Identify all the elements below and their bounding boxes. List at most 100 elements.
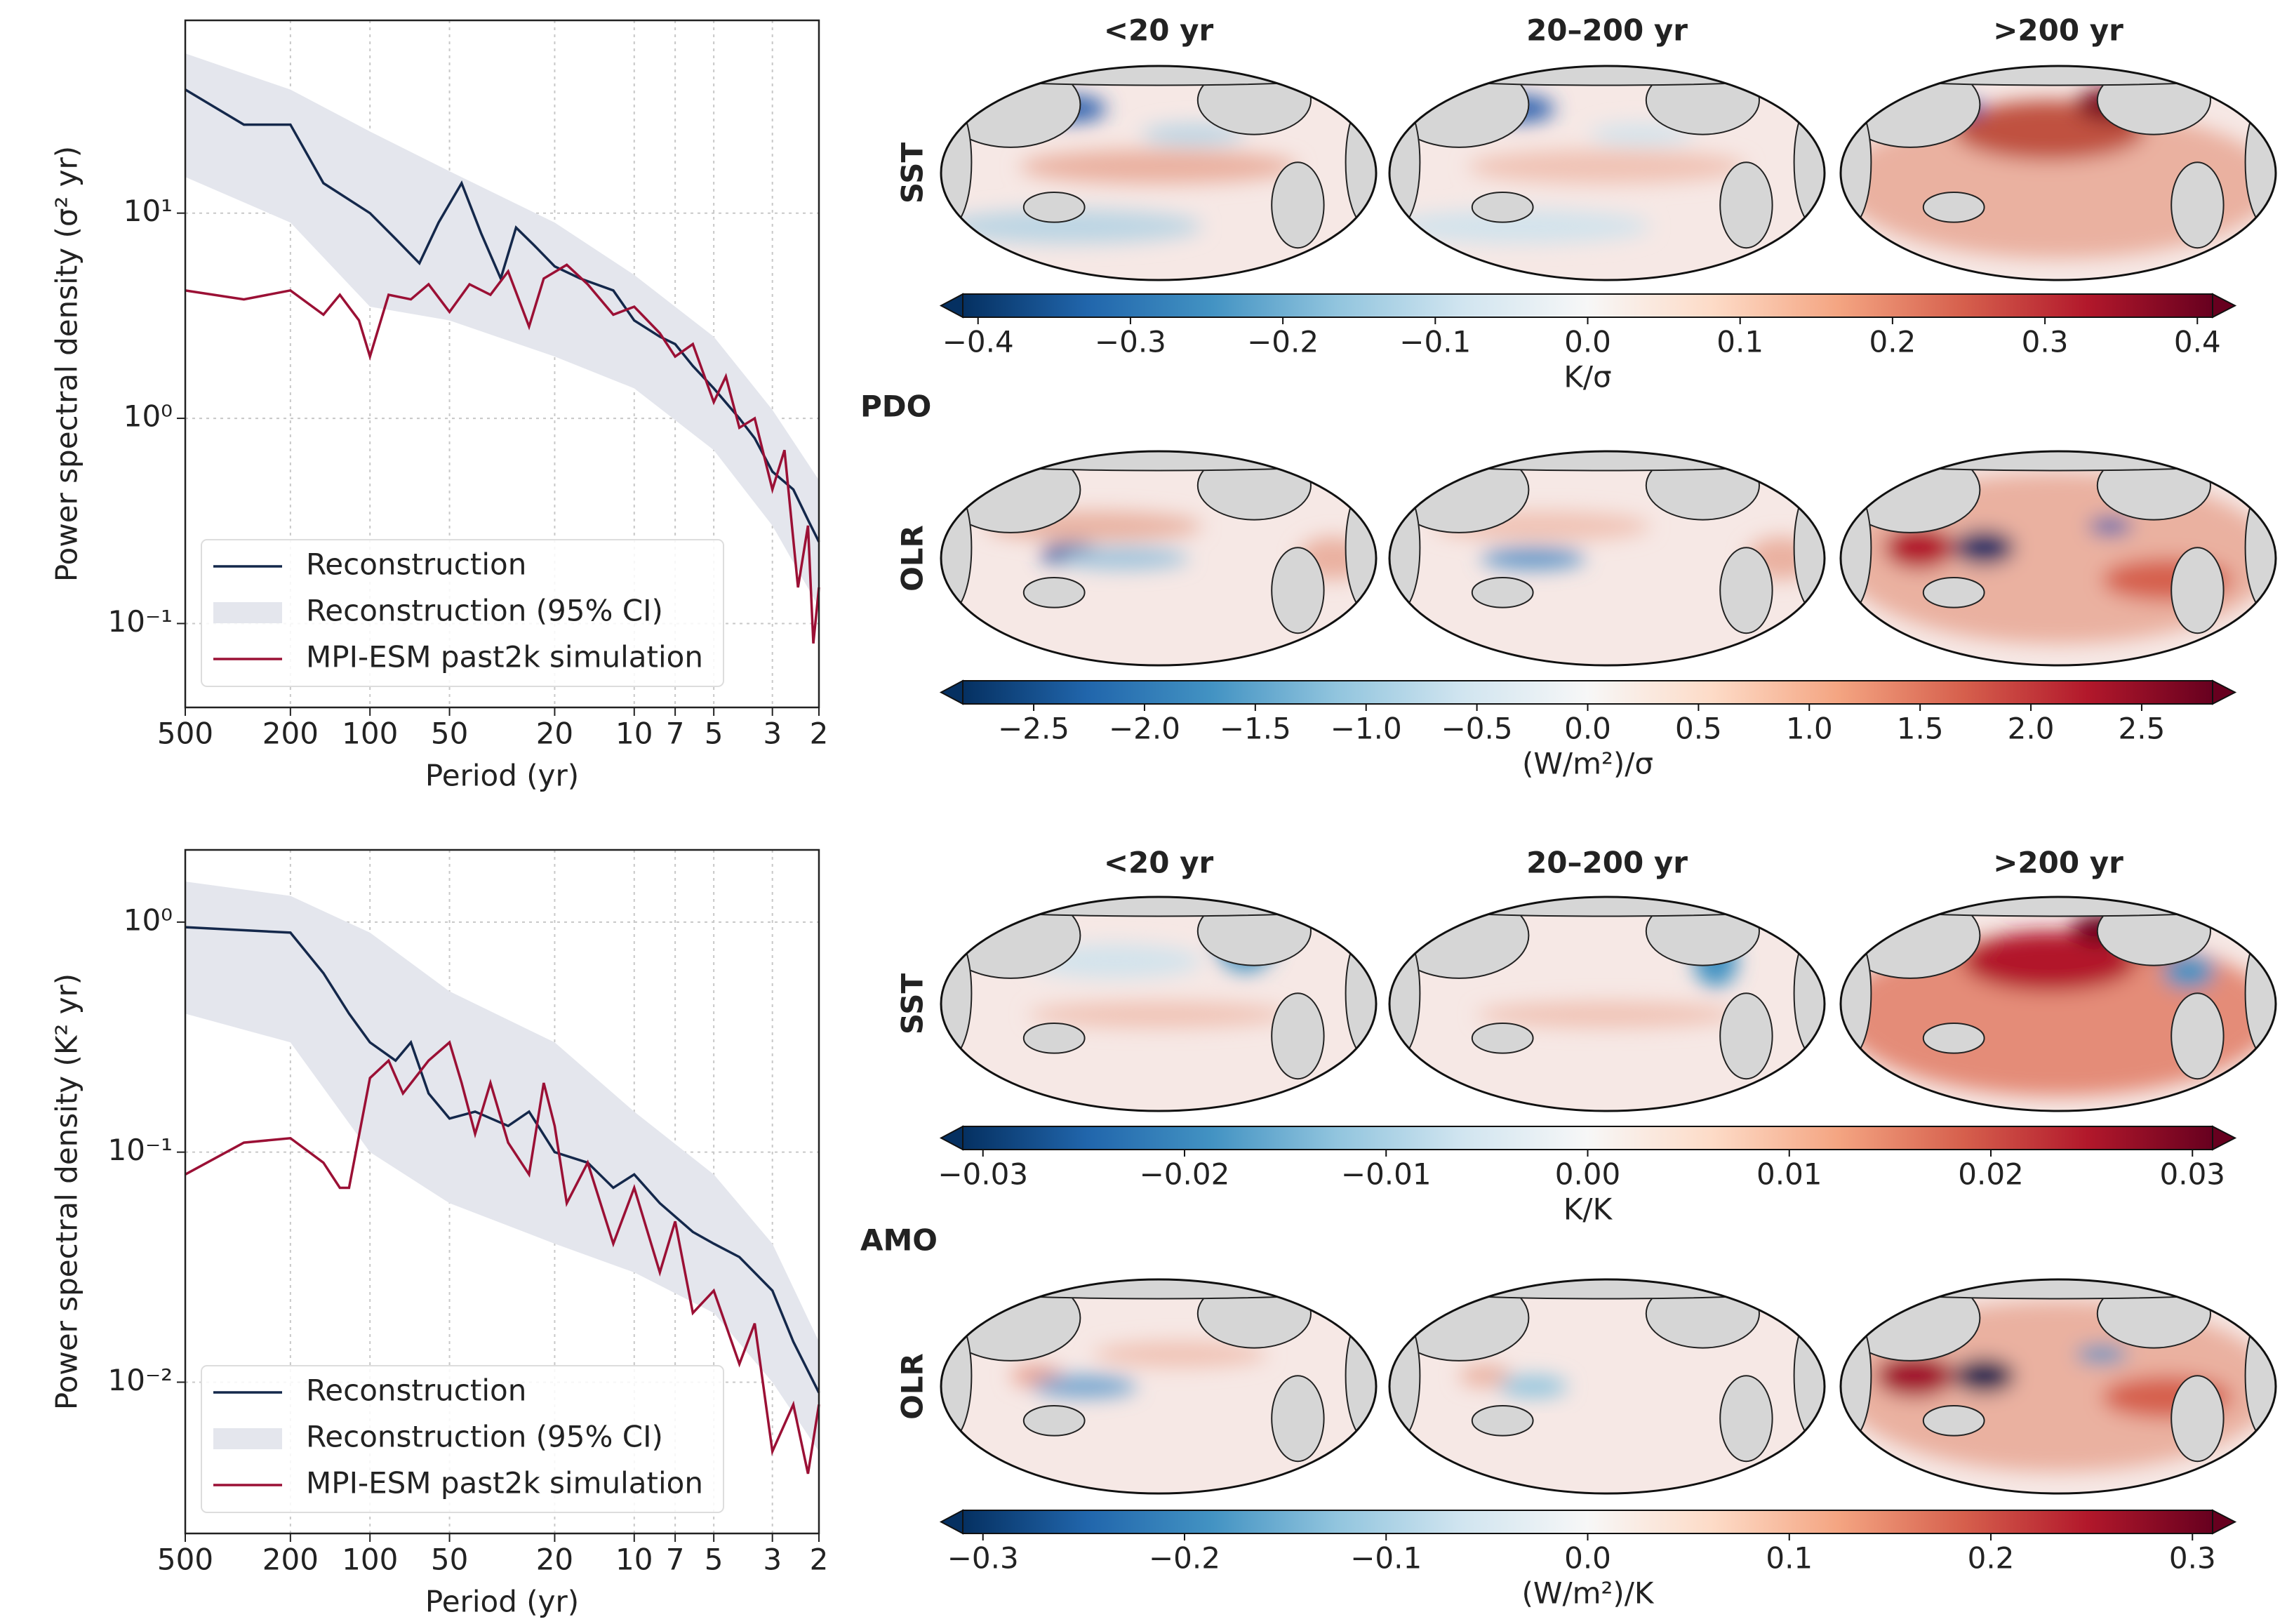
map-land [941, 66, 1376, 86]
map [940, 65, 1378, 281]
map [1388, 65, 1826, 281]
map-anomaly [1498, 1376, 1568, 1397]
x-axis-label: Period (yr) [425, 759, 579, 793]
index-label: PDO [860, 390, 931, 424]
colorbar-tick-label: 0.0 [1564, 325, 1611, 359]
legend-label: Reconstruction [306, 547, 526, 582]
x-tick-label: 3 [763, 1543, 782, 1577]
map-land [1922, 576, 1985, 608]
map-column-title: <20 yr [1104, 13, 1214, 48]
map-land [941, 1279, 1376, 1300]
map-content [941, 1279, 1376, 1493]
legend-swatch [213, 1428, 282, 1449]
map-content [941, 66, 1376, 280]
map [1388, 896, 1826, 1112]
colorbar-tick-label: −0.02 [1140, 1157, 1230, 1192]
legend-swatch [213, 602, 282, 623]
map-content [1841, 451, 2276, 665]
legend-label: Reconstruction [306, 1373, 526, 1408]
map-land [2170, 161, 2225, 249]
map-land [1389, 928, 1421, 1058]
map-land [941, 1310, 973, 1441]
map-land [1793, 97, 1825, 227]
map [940, 1278, 1378, 1495]
map-land [1389, 97, 1421, 227]
map [940, 450, 1378, 667]
map-land [941, 451, 1376, 472]
map-land [2170, 1375, 2225, 1463]
colorbar-tick-label: −2.0 [1109, 712, 1180, 746]
legend-box [201, 1365, 724, 1513]
map-land [1271, 161, 1325, 249]
x-tick-label: 2 [810, 717, 829, 751]
colorbar-tick-label: −0.01 [1341, 1157, 1432, 1192]
map-column-title: 20–200 yr [1526, 13, 1688, 48]
row-label: OLR [895, 525, 930, 592]
series-line [185, 88, 820, 543]
map-land [1841, 482, 1872, 613]
map-outline [1388, 65, 1826, 281]
x-tick-label: 10 [615, 717, 653, 751]
colorbar-tick-label: 0.00 [1555, 1157, 1621, 1192]
map [1388, 450, 1826, 667]
map-field [1389, 95, 1747, 244]
map-land [1471, 1404, 1534, 1437]
map-anomaly [2075, 1345, 2128, 1363]
map [1839, 65, 2277, 281]
colorbar-tick-label: −1.5 [1220, 712, 1291, 746]
colorbar-tick-label: −0.3 [1095, 325, 1166, 359]
map-land [1719, 1375, 1773, 1463]
map-anomaly [1954, 530, 2015, 565]
map-land [1793, 928, 1825, 1058]
colorbar-tick-label: 0.2 [1968, 1541, 2015, 1576]
x-tick-label: 3 [763, 717, 782, 751]
map-land [1841, 97, 1872, 227]
series-line [185, 926, 820, 1394]
map-content [1389, 451, 1825, 665]
x-axis-label: Period (yr) [425, 1585, 579, 1619]
map-land [1022, 576, 1086, 608]
colorbar-tick-label: −0.1 [1399, 325, 1471, 359]
map-land [1841, 451, 2276, 472]
legend-label: Reconstruction (95% CI) [306, 1420, 663, 1454]
map-land [1389, 482, 1421, 613]
x-tick-label: 500 [157, 1543, 213, 1577]
plot-frame [184, 848, 820, 1535]
colorbar-tick-label: −0.2 [1149, 1541, 1220, 1576]
colorbar-tick-label: −2.5 [998, 712, 1069, 746]
map-outline [1839, 1278, 2277, 1495]
y-tick-label: 10¹ [124, 194, 173, 228]
map-content [941, 451, 1376, 665]
colorbar-tick-label: 0.02 [1958, 1157, 2024, 1192]
x-tick-label: 100 [342, 717, 398, 751]
colorbar-tick-label: 0.01 [1756, 1157, 1822, 1192]
map-land [1389, 1279, 1825, 1300]
x-tick-label: 5 [705, 1543, 723, 1577]
colorbar-tick-label: 0.3 [2169, 1541, 2216, 1576]
row-label: SST [895, 142, 930, 204]
colorbar-extend-low [939, 293, 963, 319]
map-land [1345, 482, 1376, 613]
legend-box [201, 539, 724, 687]
colorbar-tick-label: 0.1 [1766, 1541, 1813, 1576]
colorbar-tick-label: 0.3 [2022, 325, 2069, 359]
map-anomaly [1093, 1341, 1267, 1368]
map-land [2244, 1310, 2276, 1441]
map-land [1389, 451, 1825, 472]
map-field [941, 95, 1298, 244]
map-anomaly [1954, 1358, 2015, 1393]
map-land [2244, 97, 2276, 227]
map-content [1389, 897, 1825, 1111]
map-land [1271, 992, 1325, 1080]
map-land [1345, 1310, 1376, 1441]
y-tick-label: 10⁻¹ [108, 1133, 173, 1167]
map-land [1922, 1404, 1985, 1437]
map-land [1271, 1375, 1325, 1463]
map-anomaly [1019, 149, 1298, 184]
x-tick-label: 2 [810, 1543, 829, 1577]
map-land [2244, 482, 2276, 613]
map-land [1841, 66, 2276, 86]
series-line [185, 263, 820, 644]
colorbar-extend-high [2212, 1125, 2237, 1151]
colorbar-tick-label: −0.4 [942, 325, 1014, 359]
